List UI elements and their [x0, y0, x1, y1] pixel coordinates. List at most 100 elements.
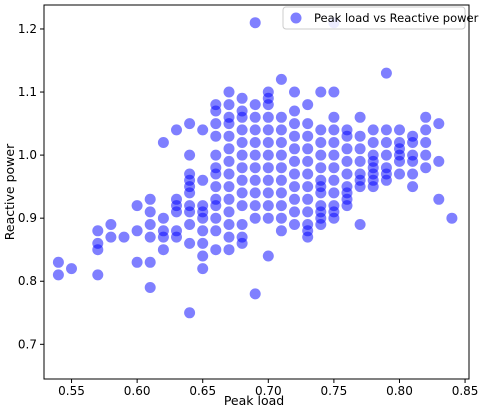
data-point: [433, 118, 445, 130]
x-axis-ticks: 0.55 0.60 0.65 0.70 0.75 0.80 0.85: [58, 379, 478, 398]
data-point: [223, 206, 235, 218]
data-point: [275, 187, 287, 199]
data-point: [131, 256, 143, 268]
data-point: [223, 99, 235, 111]
data-point: [380, 174, 392, 186]
legend-box: [282, 6, 466, 30]
data-point: [197, 174, 209, 186]
data-point: [236, 237, 248, 249]
data-point: [302, 118, 314, 130]
data-point: [328, 149, 340, 161]
data-point: [315, 137, 327, 148]
x-tick-label: 0.85: [452, 384, 479, 398]
data-point: [210, 130, 222, 142]
data-point: [171, 124, 182, 136]
data-point: [275, 174, 287, 186]
y-tick-label: 1.2: [18, 22, 37, 36]
data-point: [249, 111, 261, 123]
data-point: [223, 219, 235, 230]
data-point: [289, 143, 300, 155]
data-point: [367, 181, 379, 193]
data-point: [302, 143, 314, 155]
data-point: [446, 212, 458, 224]
data-point: [223, 130, 235, 142]
data-point: [223, 193, 235, 205]
data-point: [420, 162, 432, 174]
data-point: [275, 149, 287, 161]
data-point: [210, 181, 222, 193]
data-point: [341, 143, 353, 155]
data-point: [197, 263, 209, 275]
legend-marker: [290, 12, 302, 24]
data-point: [394, 168, 405, 180]
x-tick-label: 0.65: [189, 384, 216, 398]
data-point: [302, 193, 314, 205]
data-point: [249, 288, 261, 300]
data-point: [249, 200, 261, 212]
data-point: [289, 193, 300, 205]
data-point: [144, 256, 156, 268]
data-point: [354, 143, 366, 155]
data-point: [184, 149, 196, 161]
data-point: [157, 212, 169, 224]
data-point: [249, 149, 261, 161]
data-point: [236, 187, 248, 199]
data-point: [420, 111, 432, 123]
data-point: [380, 137, 392, 148]
data-point: [249, 162, 261, 174]
x-axis-label: Peak load: [224, 393, 284, 408]
data-point: [289, 206, 300, 218]
data-point: [144, 193, 156, 205]
data-point: [171, 206, 182, 218]
data-point: [394, 155, 405, 167]
data-point: [184, 206, 196, 218]
data-point: [354, 130, 366, 142]
data-point: [236, 124, 248, 136]
data-point: [367, 124, 379, 136]
data-point: [262, 99, 274, 111]
x-tick-label: 0.80: [386, 384, 413, 398]
data-point: [105, 219, 117, 230]
data-point: [236, 149, 248, 161]
data-point: [236, 219, 248, 230]
data-point: [118, 231, 130, 243]
data-point: [262, 124, 274, 136]
data-point: [302, 99, 314, 111]
data-point: [289, 118, 300, 130]
data-point: [52, 256, 64, 268]
x-tick-label: 0.60: [124, 384, 151, 398]
x-tick-label: 0.70: [255, 384, 282, 398]
data-point: [289, 86, 300, 98]
data-point: [171, 231, 182, 243]
data-point: [249, 174, 261, 186]
y-tick-label: 1.0: [18, 148, 37, 162]
data-point: [210, 212, 222, 224]
data-point: [394, 124, 405, 136]
data-point: [249, 212, 261, 224]
data-point: [275, 111, 287, 123]
data-point: [131, 200, 143, 212]
data-point: [249, 99, 261, 111]
data-point: [275, 137, 287, 148]
y-tick-label: 1.1: [18, 85, 37, 99]
data-point: [184, 307, 196, 319]
data-point: [289, 181, 300, 193]
data-point: [249, 17, 261, 29]
data-point: [354, 155, 366, 167]
data-point: [328, 212, 340, 224]
data-point: [197, 124, 209, 136]
data-point: [223, 118, 235, 130]
data-point: [223, 181, 235, 193]
data-point: [341, 200, 353, 212]
data-point: [66, 263, 77, 275]
data-point: [223, 231, 235, 243]
data-point: [354, 219, 366, 230]
data-point: [289, 168, 300, 180]
data-point: [328, 162, 340, 174]
data-point: [236, 200, 248, 212]
data-point: [52, 269, 64, 281]
data-point: [197, 225, 209, 237]
data-point: [210, 168, 222, 180]
data-point: [92, 225, 104, 237]
